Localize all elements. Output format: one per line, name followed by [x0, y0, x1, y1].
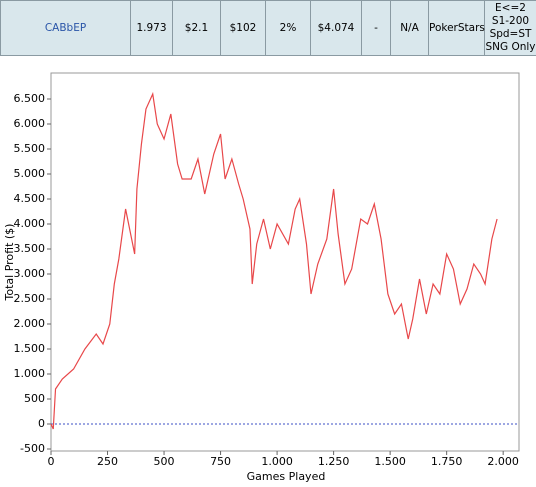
filter-line: S1-200: [491, 15, 530, 27]
y-tick-label: 6.500: [14, 92, 46, 105]
y-tick-label: 3.500: [14, 242, 46, 255]
y-axis-label: Total Profit ($): [3, 224, 16, 302]
y-tick-label: 2.500: [14, 292, 46, 305]
y-tick-label: 6.000: [14, 117, 46, 130]
filter-cell: E<=2 S1-200 Spd=ST SNG Only: [484, 0, 536, 56]
y-tick-label: 4.000: [14, 217, 46, 230]
x-tick-label: 2.000: [487, 455, 519, 468]
x-tick-label: 1.000: [261, 455, 293, 468]
y-tick-label: 1.000: [14, 367, 46, 380]
filter-line: SNG Only: [485, 41, 536, 53]
y-tick-label: 5.000: [14, 167, 46, 180]
cell: 1.973: [130, 0, 173, 56]
x-tick-label: 250: [97, 455, 118, 468]
stats-row[interactable]: CABbEP 1.973 $2.1 $102 2% $4.074 - N/A P…: [0, 0, 536, 56]
x-axis-label: Games Played: [247, 470, 326, 483]
cell: $2.1: [172, 0, 221, 56]
x-tick-label: 0: [48, 455, 55, 468]
y-tick-label: 1.500: [14, 342, 46, 355]
x-tick-label: 500: [154, 455, 175, 468]
y-tick-label: 2.000: [14, 317, 46, 330]
y-tick-label: -500: [20, 442, 45, 455]
y-tick-label: 4.500: [14, 192, 46, 205]
cell: $102: [220, 0, 266, 56]
filter-line: Spd=ST: [489, 28, 532, 40]
y-tick-label: 500: [24, 392, 45, 405]
cell: CABbEP: [0, 0, 131, 56]
cell: N/A: [390, 0, 429, 56]
x-tick-label: 1.250: [318, 455, 350, 468]
y-tick-label: 3.000: [14, 267, 46, 280]
stats-table: CABbEP 1.973 $2.1 $102 2% $4.074 - N/A P…: [0, 0, 536, 56]
x-tick-label: 750: [210, 455, 231, 468]
y-tick-label: 0: [38, 417, 45, 430]
x-tick-label: 1.750: [431, 455, 463, 468]
y-tick-label: 5.500: [14, 142, 46, 155]
plot-frame: [50, 72, 520, 452]
profit-line: [50, 91, 498, 430]
filter-line: E<=2: [495, 2, 526, 14]
x-tick-label: 1.500: [374, 455, 406, 468]
cell: 2%: [265, 0, 311, 56]
cell: PokerStars: [428, 0, 485, 56]
